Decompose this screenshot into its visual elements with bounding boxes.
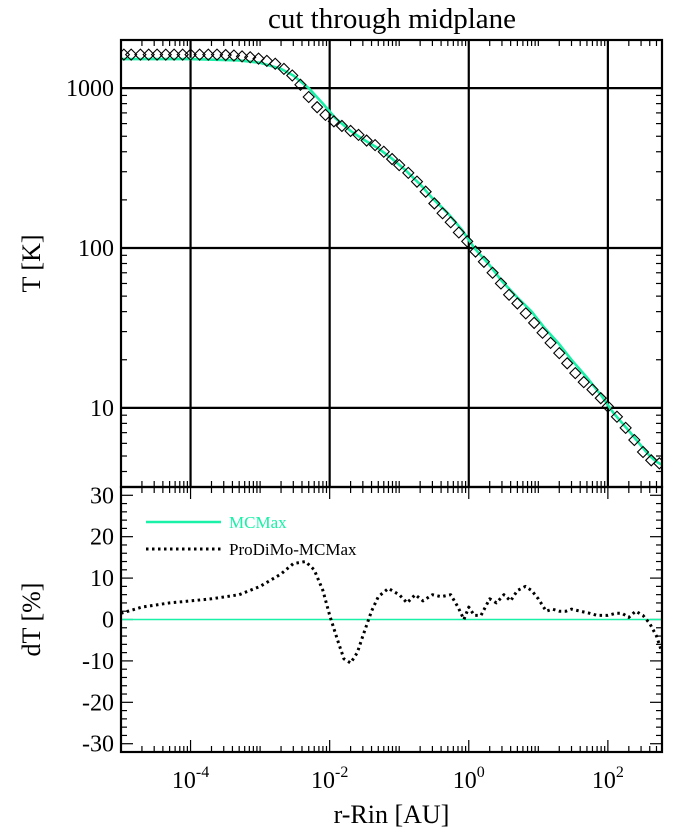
data-point-diamond xyxy=(502,288,516,302)
data-point-diamond xyxy=(653,457,662,470)
x-axis-label: r-Rin [AU] xyxy=(334,800,450,829)
data-point-diamond xyxy=(552,346,566,360)
data-point-diamond xyxy=(243,50,257,64)
data-point-diamond xyxy=(392,158,406,172)
data-point-diamond xyxy=(419,185,432,198)
data-point-diamond xyxy=(159,48,173,61)
data-point-diamond xyxy=(268,57,282,71)
x-tick-label: 10-4 xyxy=(172,764,209,794)
y-tick-label: 0 xyxy=(102,608,114,634)
y-tick-label: 1000 xyxy=(66,76,114,102)
data-point-diamond xyxy=(277,62,291,76)
y-axis-label: T [K] xyxy=(17,234,46,292)
data-point-diamond xyxy=(377,145,391,159)
y-tick-label: -20 xyxy=(82,690,114,716)
data-point-diamond xyxy=(436,206,449,220)
data-point-diamond xyxy=(569,366,582,380)
data-point-diamond xyxy=(184,48,197,61)
plot-frame xyxy=(119,38,664,489)
data-point-diamond xyxy=(294,78,307,92)
chart-title: cut through midplane xyxy=(268,3,516,35)
data-point-diamond xyxy=(477,255,491,269)
data-point-diamond xyxy=(344,124,357,138)
data-point-diamond xyxy=(302,90,316,104)
data-point-diamond xyxy=(227,49,241,62)
panel-0: 10 100 1000 T [K] xyxy=(17,38,664,489)
data-point-diamond xyxy=(210,48,224,61)
data-point-diamond xyxy=(594,391,608,405)
data-point-diamond xyxy=(452,226,466,239)
data-point-diamond xyxy=(327,115,341,128)
data-point-diamond xyxy=(486,266,499,280)
data-point-diamond xyxy=(134,48,147,61)
data-point-diamond xyxy=(610,410,624,424)
y-tick-label: 30 xyxy=(90,483,114,509)
legend: MCMax ProDiMo-MCMax xyxy=(146,513,357,559)
data-point-diamond xyxy=(586,383,599,396)
data-point-diamond xyxy=(124,48,138,61)
data-point-diamond xyxy=(460,235,474,248)
data-point-diamond xyxy=(544,336,557,350)
data-layer xyxy=(121,560,662,665)
x-tick-label: 10-2 xyxy=(311,764,348,794)
data-point-diamond xyxy=(335,119,349,133)
plot-frame xyxy=(119,485,664,754)
data-point-diamond xyxy=(319,108,332,122)
series-line-curve-0 xyxy=(121,57,662,467)
series-diamonds xyxy=(121,48,662,470)
y-axis-label: dT [%] xyxy=(17,583,46,657)
data-point-diamond xyxy=(402,166,415,180)
data-point-diamond xyxy=(519,307,533,320)
x-tick-label: 102 xyxy=(592,764,624,794)
data-point-diamond xyxy=(385,152,399,166)
data-point-diamond xyxy=(193,48,206,61)
data-point-diamond xyxy=(560,357,574,370)
data-point-diamond xyxy=(527,316,541,330)
data-layer xyxy=(121,48,662,470)
y-tick-label: 20 xyxy=(90,525,114,551)
y-tick-label: 100 xyxy=(78,236,114,262)
y-tick-label: 10 xyxy=(90,566,114,592)
data-point-diamond xyxy=(285,69,299,82)
data-point-diamond xyxy=(428,197,441,210)
data-point-diamond xyxy=(619,421,632,435)
data-point-diamond xyxy=(360,134,373,147)
y-tick-label: -30 xyxy=(82,732,114,758)
data-point-diamond xyxy=(252,52,265,65)
data-point-diamond xyxy=(219,48,232,62)
legend-label: MCMax xyxy=(229,513,287,532)
data-point-diamond xyxy=(494,277,508,290)
data-point-diamond xyxy=(444,215,457,229)
data-point-diamond xyxy=(260,54,274,68)
data-point-diamond xyxy=(368,138,382,152)
data-point-diamond xyxy=(410,175,424,188)
data-point-diamond xyxy=(352,128,365,142)
x-tick-label: 100 xyxy=(453,764,485,794)
data-point-diamond xyxy=(511,297,524,310)
data-point-diamond xyxy=(167,48,181,61)
legend-label: ProDiMo-MCMax xyxy=(229,540,357,559)
data-point-diamond xyxy=(577,375,591,389)
data-point-diamond xyxy=(235,50,249,63)
data-point-diamond xyxy=(636,445,650,459)
data-point-diamond xyxy=(644,454,658,467)
plot-panels: 10 100 1000 T [K] -30 -20 -10 0 10 20 30 10-4 10-2 10… xyxy=(17,38,664,829)
data-point-diamond xyxy=(310,100,324,114)
y-tick-label: -10 xyxy=(82,649,114,675)
data-point-diamond xyxy=(601,400,615,413)
y-tick-label: 10 xyxy=(90,396,114,422)
panel-1: -30 -20 -10 0 10 20 30 10-4 10-2 100 102 dT [%] r-Ri… xyxy=(17,483,664,829)
data-point-diamond xyxy=(142,48,155,61)
data-point-diamond xyxy=(202,48,215,61)
data-point-diamond xyxy=(150,48,164,61)
data-point-diamond xyxy=(469,245,482,258)
data-point-diamond xyxy=(628,433,641,447)
series-line-prodimo-mcmax xyxy=(121,560,662,665)
data-point-diamond xyxy=(536,326,549,340)
